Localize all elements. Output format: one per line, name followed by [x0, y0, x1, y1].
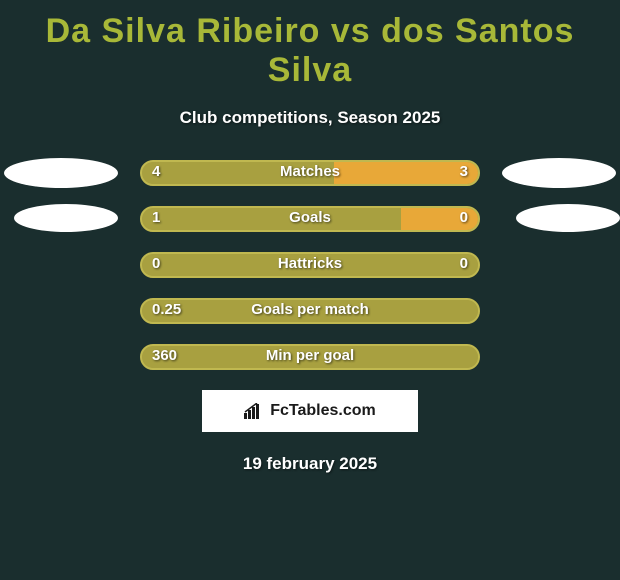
logo-text: FcTables.com — [270, 402, 376, 420]
logo-box[interactable]: FcTables.com — [202, 390, 418, 432]
bar-label: Goals — [140, 209, 480, 226]
comparison-chart: 43Matches 10Goals 00Hattricks 0.25Goals per… — [0, 160, 620, 370]
bars-container: 43Matches 10Goals 00Hattricks 0.25Goals per… — [0, 160, 620, 370]
bar-label: Matches — [140, 163, 480, 180]
bar-row: 43Matches — [0, 160, 620, 186]
date-text: 19 february 2025 — [0, 454, 620, 474]
bar-row: 0.25Goals per match — [0, 298, 620, 324]
bar-label: Goals per match — [140, 301, 480, 318]
bar-row: 00Hattricks — [0, 252, 620, 278]
bar-label: Hattricks — [140, 255, 480, 272]
bar-row: 10Goals — [0, 206, 620, 232]
bar-chart-icon — [244, 403, 264, 419]
bar-label: Min per goal — [140, 347, 480, 364]
bar-row: 360Min per goal — [0, 344, 620, 370]
page-title: Da Silva Ribeiro vs dos Santos Silva — [0, 0, 620, 90]
subtitle: Club competitions, Season 2025 — [0, 108, 620, 128]
